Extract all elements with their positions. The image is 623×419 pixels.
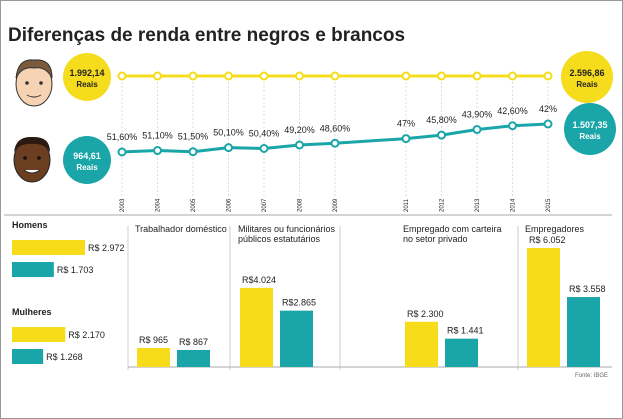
reference-dot	[259, 71, 269, 81]
bar-label: R$ 3.558	[569, 284, 606, 294]
year-label: 2014	[511, 198, 517, 212]
badge-unit: Reais	[76, 163, 98, 172]
bar-label: R$ 2.170	[68, 330, 105, 340]
sector-label: Trabalhador doméstico	[135, 224, 227, 234]
year-label: 2003	[120, 198, 126, 212]
reference-dot	[437, 71, 446, 81]
trend-label: 43,90%	[462, 110, 493, 120]
badge	[63, 53, 111, 101]
title: Diferenças de renda entre negros e branc…	[8, 25, 405, 46]
source: Fonte: IBGE	[575, 373, 608, 379]
reference-dot	[188, 71, 198, 81]
group-label: Homens	[12, 220, 48, 230]
sector-label: Militares ou funcionários	[238, 224, 336, 234]
bar	[177, 349, 210, 367]
trend-dot	[401, 134, 411, 144]
year-label: 2005	[191, 198, 197, 212]
trend-label: 51,10%	[142, 131, 173, 141]
trend-dot	[117, 147, 127, 157]
year-label: 2011	[404, 198, 410, 212]
reference-dot	[401, 71, 411, 81]
trend-label: 42%	[539, 104, 557, 114]
trend-dot	[472, 125, 482, 135]
year-label: 2012	[440, 198, 446, 212]
bar-label: R$ 2.300	[407, 309, 444, 319]
trend-dot	[508, 121, 517, 131]
trend-dot	[259, 144, 269, 153]
face-white	[15, 59, 53, 107]
reference-dot	[543, 71, 553, 81]
trend-dot	[188, 147, 198, 157]
reference-dot	[508, 71, 517, 81]
sector-label: Empregadores	[525, 224, 585, 234]
badge-amount: 1.992,14	[69, 68, 104, 78]
bar-label: R$ 1.703	[57, 265, 94, 275]
badge	[561, 51, 613, 103]
trend-label: 42,60%	[497, 106, 528, 116]
reference-dot	[117, 71, 127, 81]
trend-label: 48,60%	[320, 123, 351, 133]
year-label: 2004	[156, 198, 162, 212]
face-black	[13, 136, 51, 183]
trend-dot	[437, 130, 446, 140]
sector-label: Empregado com carteira	[403, 224, 502, 234]
bar	[12, 240, 85, 255]
bar	[12, 349, 44, 364]
bar-label: R$ 1.441	[447, 326, 484, 336]
reference-dot	[472, 71, 482, 81]
badge-amount: 964,61	[73, 151, 101, 161]
bar-label: R$2.865	[282, 298, 316, 308]
badge	[63, 136, 111, 184]
trend-dot	[330, 138, 340, 148]
bar	[12, 262, 54, 277]
year-label: 2007	[262, 198, 268, 212]
year-label: 2009	[333, 198, 339, 212]
trend-label: 45,80%	[426, 115, 457, 125]
trend-label: 51,50%	[178, 132, 209, 142]
trend-dot	[295, 140, 304, 150]
trend-line	[121, 122, 549, 154]
trend-label: 47%	[397, 119, 415, 129]
trend-label: 49,20%	[284, 125, 315, 135]
bar-label: R$ 2.972	[88, 243, 125, 253]
trend-dot	[224, 143, 233, 153]
reference-dot	[330, 71, 340, 81]
badge-amount: 2.596,86	[569, 68, 604, 78]
year-label: 2015	[546, 198, 552, 212]
group-label: Mulheres	[12, 307, 52, 317]
bar	[405, 321, 438, 367]
reference-dot	[224, 71, 233, 81]
reference-dot	[153, 71, 162, 81]
badge-unit: Reais	[76, 80, 98, 89]
sector-label: públicos estatutários	[238, 234, 321, 244]
year-label: 2008	[298, 198, 304, 212]
bar	[137, 348, 170, 367]
badge-unit: Reais	[576, 80, 598, 89]
bar	[527, 248, 560, 367]
badge-amount: 1.507,35	[572, 120, 607, 130]
bar	[445, 338, 478, 367]
badge	[564, 103, 616, 155]
trend-dot	[153, 146, 162, 156]
bar-label: R$ 6.052	[529, 235, 566, 245]
bar	[567, 297, 600, 367]
trend-label: 50,10%	[213, 128, 244, 138]
trend-label: 50,40%	[249, 129, 280, 139]
trend-dot	[543, 119, 553, 129]
bar-label: R$ 867	[179, 337, 208, 347]
badge-unit: Reais	[579, 132, 601, 141]
bar	[280, 310, 313, 367]
bar-label: R$ 965	[139, 335, 168, 345]
bar-label: R$ 1.268	[46, 352, 83, 362]
bar	[12, 327, 66, 342]
reference-dot	[295, 71, 304, 81]
trend-label: 51,60%	[107, 132, 138, 142]
sector-label: no setor privado	[403, 234, 468, 244]
bar-label: R$4.024	[242, 275, 276, 285]
year-label: 2006	[227, 198, 233, 212]
bar	[240, 287, 273, 367]
year-label: 2013	[475, 198, 481, 212]
